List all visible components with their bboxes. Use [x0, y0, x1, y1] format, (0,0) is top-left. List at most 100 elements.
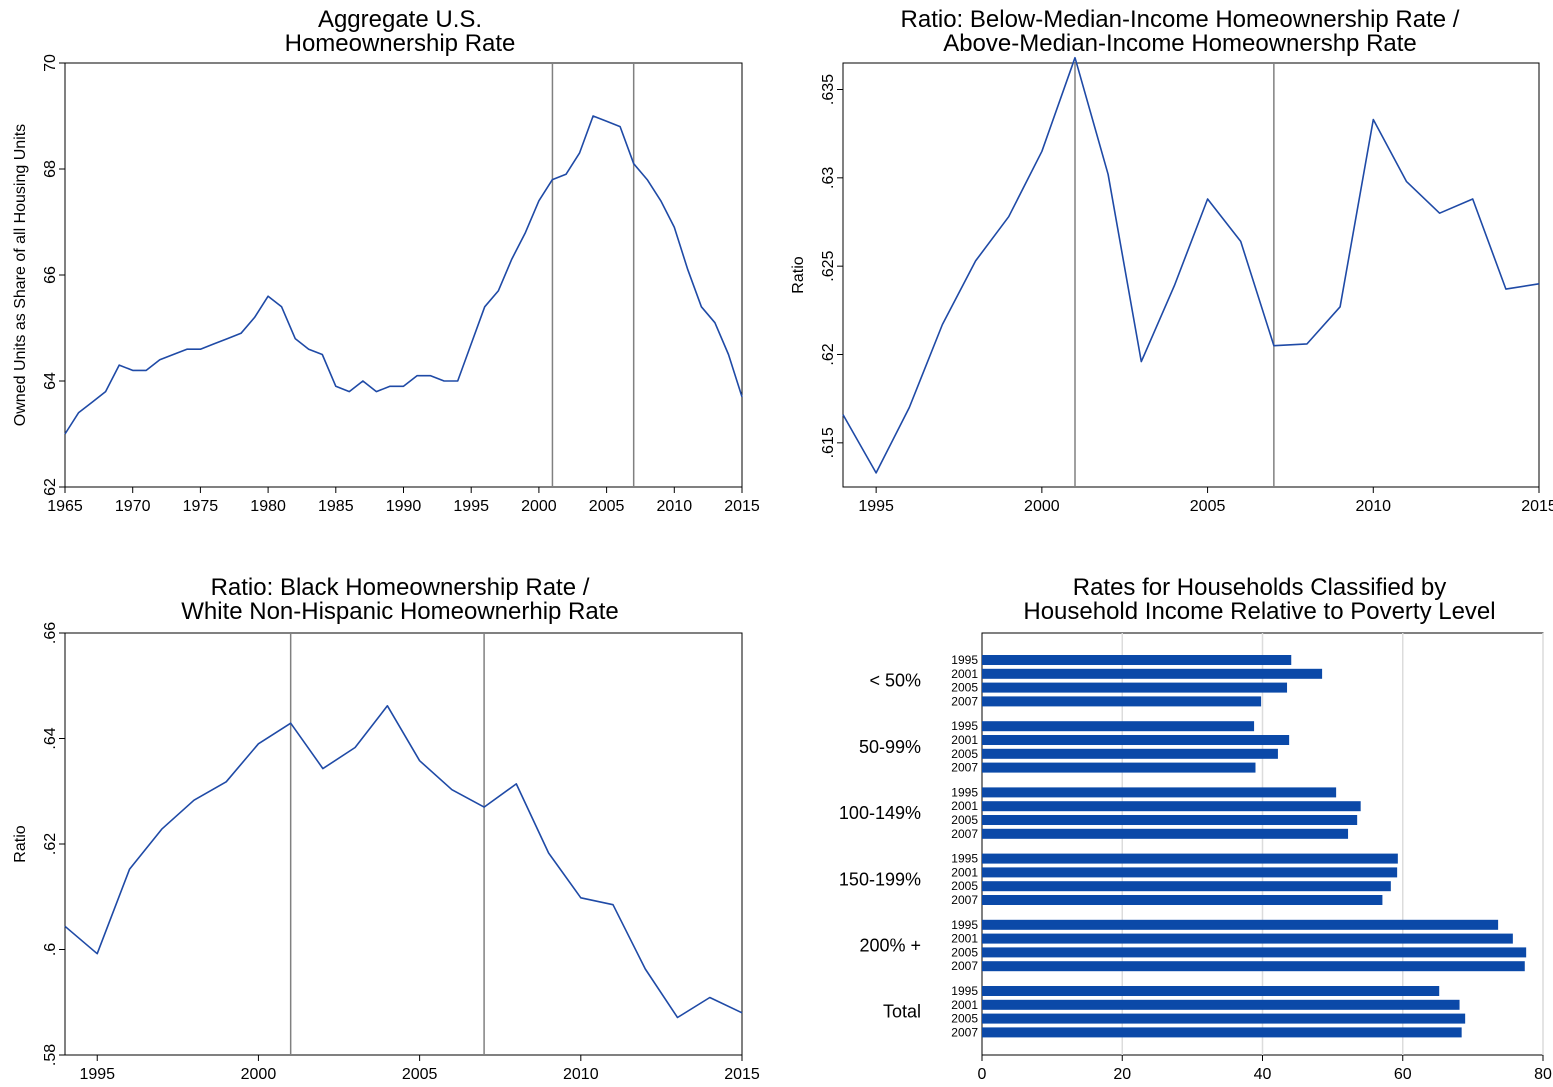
bar-year-label: 2007 — [951, 893, 978, 907]
chart-black-white-ratio: Ratio: Black Homeownership Rate / White … — [0, 540, 776, 1087]
bar — [982, 933, 1513, 944]
x-tick-label: 60 — [1394, 1066, 1412, 1083]
bar-year-label: 2001 — [951, 932, 978, 946]
x-tick-label: 2015 — [724, 1066, 760, 1083]
bar-year-label: 1995 — [951, 653, 978, 667]
group-label: < 50% — [869, 671, 921, 691]
bar-year-label: 2005 — [951, 747, 978, 761]
bar-year-label: 2001 — [951, 998, 978, 1012]
chart-below-above-median-ratio: Ratio: Below-Median-Income Homeownership… — [776, 0, 1553, 540]
y-axis-title: Owned Units as Share of all Housing Unit… — [12, 124, 29, 426]
group-label: 200% + — [859, 936, 921, 956]
y-tick-label: 64 — [42, 372, 59, 390]
bar — [982, 655, 1292, 665]
title-line-1: Aggregate U.S. — [317, 6, 483, 33]
x-tick-label: 1970 — [115, 498, 151, 515]
chart-title: Ratio: Below-Median-Income Homeownership… — [820, 8, 1540, 56]
y-tick-label: .66 — [42, 622, 59, 644]
bar-year-label: 2005 — [951, 681, 978, 695]
chart-plot: 1965 1970 1975 1980 1985 1990 1995 2000 2005 2010… — [12, 54, 760, 515]
x-tick-label: 1995 — [453, 498, 489, 515]
y-tick-label: .62 — [42, 833, 59, 855]
x-tick-label: 2010 — [563, 1066, 599, 1083]
y-tick-label: .615 — [820, 427, 837, 458]
plot-frame — [64, 632, 743, 1056]
x-tick-label: 2015 — [724, 498, 760, 515]
bar — [982, 1027, 1462, 1038]
y-tick-label: 70 — [42, 54, 59, 72]
group-label: 100-149% — [839, 803, 921, 823]
bar-year-label: 2007 — [951, 959, 978, 973]
title-line-1: Ratio: Black Homeownership Rate / — [210, 574, 590, 601]
y-tick-label: .6 — [42, 943, 59, 956]
y-tick-label: 68 — [42, 160, 59, 178]
bar — [982, 853, 1398, 864]
x-tick-label: 2010 — [657, 498, 693, 515]
x-tick-label: 20 — [1113, 1066, 1131, 1083]
x-tick-label: 2005 — [589, 498, 625, 515]
bar-year-label: 2007 — [951, 694, 978, 708]
bar — [982, 787, 1337, 798]
bar — [982, 881, 1391, 892]
chart-plot: 1995 2000 2005 2010 2015 .615 .62 .625 .63 .635 Ra… — [790, 56, 1553, 515]
data-series-line — [64, 115, 743, 435]
bar — [982, 919, 1499, 930]
chart-plot: 1995 2000 2005 2010 2015 .58 .6 .62 .64 .66 Ratio — [12, 622, 760, 1083]
bar — [982, 801, 1361, 812]
x-tick-label: 2000 — [1024, 498, 1060, 515]
bar-year-label: 2005 — [951, 945, 978, 959]
group-label: 150-199% — [839, 869, 921, 889]
y-tick-label: .625 — [820, 250, 837, 281]
x-tick-label: 1980 — [250, 498, 286, 515]
title-line-1: Ratio: Below-Median-Income Homeownership… — [900, 6, 1460, 33]
x-tick-label: 0 — [978, 1066, 987, 1083]
plot-frame — [842, 62, 1540, 488]
x-tick-label: 40 — [1254, 1066, 1272, 1083]
y-tick-label: .64 — [42, 727, 59, 749]
x-tick-label: 1995 — [79, 1066, 115, 1083]
bar — [982, 721, 1255, 732]
bar — [982, 762, 1256, 773]
bar — [982, 961, 1525, 972]
title-line-2: Household Income Relative to Poverty Lev… — [1023, 598, 1496, 625]
bar-year-label: 2007 — [951, 761, 978, 775]
data-series-line — [64, 705, 743, 1019]
chart-poverty-level-rates: Rates for Households Classified by House… — [776, 540, 1553, 1087]
chart-title: Aggregate U.S. Homeownership Rate — [60, 8, 740, 56]
plot-frame — [64, 62, 743, 488]
bar — [982, 682, 1288, 693]
title-line-2: Homeownership Rate — [284, 30, 516, 57]
bar — [982, 815, 1358, 825]
bar-year-label: 2001 — [951, 799, 978, 813]
title-line-1: Rates for Households Classified by — [1072, 574, 1447, 601]
x-tick-label: 1990 — [386, 498, 422, 515]
y-tick-label: .62 — [820, 343, 837, 365]
x-tick-label: 80 — [1534, 1066, 1552, 1083]
y-tick-label: .635 — [820, 74, 837, 105]
bar — [982, 748, 1278, 759]
y-tick-label: 66 — [42, 266, 59, 284]
x-tick-label: 2005 — [1190, 498, 1226, 515]
bar-year-label: 2001 — [951, 865, 978, 879]
bar-year-label: 2007 — [951, 827, 978, 841]
x-tick-label: 2005 — [402, 1066, 438, 1083]
y-tick-label: .58 — [42, 1044, 59, 1066]
bar — [982, 735, 1290, 745]
bar — [982, 999, 1460, 1010]
bar — [982, 1013, 1466, 1024]
x-tick-label: 1995 — [858, 498, 894, 515]
x-tick-label: 2000 — [241, 1066, 277, 1083]
x-tick-label: 2015 — [1521, 498, 1553, 515]
x-tick-label: 1965 — [47, 498, 83, 515]
title-line-2: Above-Median-Income Homeownershp Rate — [943, 30, 1417, 57]
bar — [982, 828, 1349, 839]
bar-year-label: 1995 — [951, 719, 978, 733]
bar — [982, 696, 1262, 707]
bar — [982, 986, 1440, 996]
bar-year-label: 1995 — [951, 785, 978, 799]
bar — [982, 895, 1383, 905]
bar — [982, 668, 1323, 679]
bar-year-label: 2005 — [951, 879, 978, 893]
x-tick-label: 2000 — [521, 498, 557, 515]
